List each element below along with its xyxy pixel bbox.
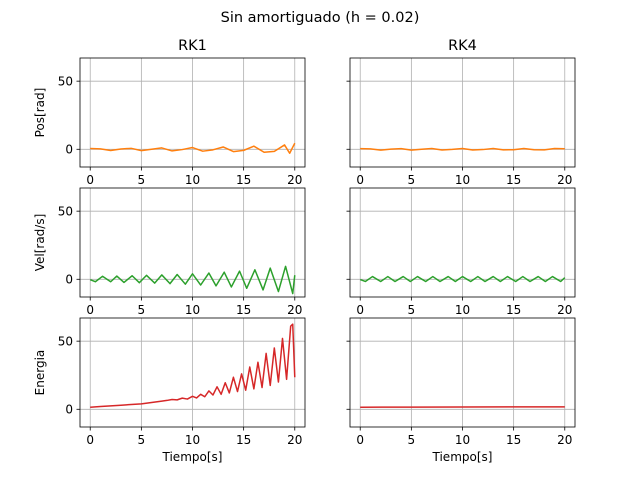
x-tick-label: 15 xyxy=(236,173,251,187)
x-tick-label: 0 xyxy=(86,433,94,447)
x-tick-label: 0 xyxy=(86,303,94,317)
x-tick-label: 15 xyxy=(506,433,521,447)
x-tick-label: 20 xyxy=(287,303,302,317)
subplot-pos-rk4: 0 5 10 15 20 RK4 xyxy=(346,38,576,187)
x-tick-label: 15 xyxy=(506,303,521,317)
x-tick-label: 20 xyxy=(557,173,572,187)
series-line xyxy=(360,147,565,151)
subplot-pos-rk1: 0 5 10 15 20 0 50 RK1 Pos[rad] xyxy=(33,38,306,187)
x-tick-label: 20 xyxy=(287,433,302,447)
subplot-energy-rk4: 0 5 10 15 20 Tiempo[s] xyxy=(346,317,576,464)
subplot-title: RK4 xyxy=(448,38,477,54)
x-tick-label: 5 xyxy=(138,303,146,317)
x-tick-label: 0 xyxy=(356,433,364,447)
x-tick-label: 10 xyxy=(455,173,470,187)
subplot-title: RK1 xyxy=(178,38,207,54)
y-axis-label: Vel[rad/s] xyxy=(33,214,47,272)
series-line xyxy=(89,265,296,295)
x-tick-label: 20 xyxy=(287,173,302,187)
x-tick-label: 20 xyxy=(557,303,572,317)
y-tick-label: 0 xyxy=(65,403,73,417)
x-tick-label: 15 xyxy=(236,303,251,317)
figure-title: Sin amortiguado (h = 0.02) xyxy=(221,10,420,26)
x-tick-label: 15 xyxy=(236,433,251,447)
x-tick-label: 5 xyxy=(138,433,146,447)
x-tick-label: 5 xyxy=(408,173,416,187)
subplot-vel-rk1: 0 5 10 15 20 0 50 Vel[rad/s] xyxy=(33,187,306,317)
subplot-energy-rk1: 0 5 10 15 20 0 50 Energia Tiempo[s] xyxy=(33,317,306,464)
x-tick-label: 10 xyxy=(185,173,200,187)
series-line xyxy=(90,323,296,408)
series-line xyxy=(359,275,566,283)
x-tick-label: 10 xyxy=(455,433,470,447)
x-tick-label: 0 xyxy=(356,303,364,317)
y-tick-label: 50 xyxy=(58,204,73,218)
x-tick-label: 15 xyxy=(506,173,521,187)
x-axis-label: Tiempo[s] xyxy=(432,450,493,464)
x-tick-label: 10 xyxy=(455,303,470,317)
x-tick-label: 10 xyxy=(185,433,200,447)
x-tick-label: 5 xyxy=(408,303,416,317)
y-tick-label: 0 xyxy=(65,273,73,287)
series-line xyxy=(90,142,296,154)
y-axis-label: Energia xyxy=(33,350,47,396)
x-tick-label: 0 xyxy=(356,173,364,187)
x-tick-label: 10 xyxy=(185,303,200,317)
subplot-vel-rk4: 0 5 10 15 20 xyxy=(346,187,576,317)
y-axis-label: Pos[rad] xyxy=(33,88,47,138)
x-axis-label: Tiempo[s] xyxy=(162,450,223,464)
y-tick-label: 50 xyxy=(58,74,73,88)
y-tick-label: 50 xyxy=(58,334,73,348)
x-tick-label: 20 xyxy=(557,433,572,447)
x-tick-label: 5 xyxy=(408,433,416,447)
y-tick-label: 0 xyxy=(65,143,73,157)
x-tick-label: 5 xyxy=(138,173,146,187)
x-tick-label: 0 xyxy=(86,173,94,187)
